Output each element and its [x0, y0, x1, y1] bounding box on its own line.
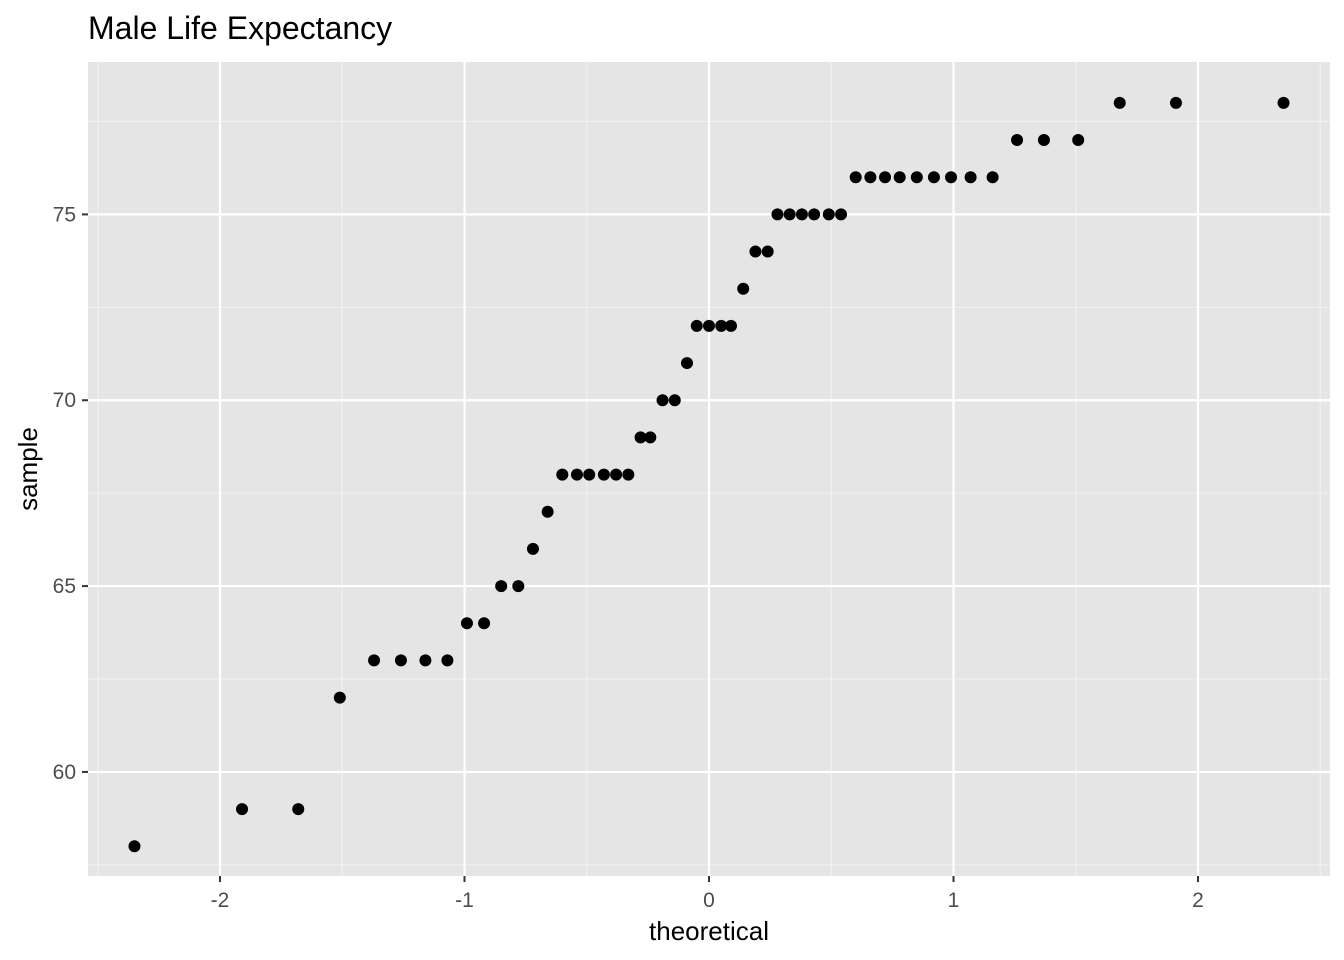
data-point	[622, 468, 635, 481]
y-axis-title: sample	[13, 427, 43, 511]
data-point	[292, 803, 305, 816]
data-point	[761, 245, 774, 258]
data-point	[808, 208, 821, 221]
y-axis-ticks	[82, 213, 88, 773]
data-point	[1113, 96, 1126, 109]
data-point	[737, 282, 750, 295]
data-point	[583, 468, 596, 481]
data-point	[419, 654, 432, 667]
data-point	[1072, 134, 1085, 147]
data-point	[668, 394, 681, 407]
data-point	[333, 691, 346, 704]
data-point	[236, 803, 249, 816]
x-axis-title: theoretical	[649, 916, 769, 946]
x-tick-label: -1	[455, 889, 474, 912]
data-point	[1037, 134, 1050, 147]
data-point	[927, 171, 940, 184]
data-point	[986, 171, 999, 184]
data-point	[893, 171, 906, 184]
data-point	[441, 654, 454, 667]
data-point	[910, 171, 923, 184]
data-point	[541, 505, 554, 518]
data-point	[394, 654, 407, 667]
data-point	[864, 171, 877, 184]
data-point	[849, 171, 862, 184]
data-point	[879, 171, 892, 184]
data-point	[703, 319, 715, 332]
data-point	[1277, 96, 1290, 109]
data-point	[368, 654, 381, 667]
data-point	[690, 319, 703, 332]
data-point	[460, 617, 473, 630]
x-axis-tick-labels: -2 -1 0 1 2	[211, 889, 1204, 912]
x-tick-label: 1	[948, 889, 960, 912]
major-grid	[88, 62, 1330, 876]
data-point	[634, 431, 647, 444]
y-axis-tick-labels: 60 65 70 75	[53, 203, 76, 784]
x-tick-label: -2	[211, 889, 230, 912]
data-point	[945, 171, 958, 184]
data-point	[556, 468, 569, 481]
data-point	[495, 580, 508, 593]
x-tick-label: 0	[703, 889, 715, 912]
data-point	[1011, 134, 1024, 147]
data-point	[680, 357, 693, 370]
data-point	[715, 319, 728, 332]
data-points	[128, 96, 1290, 853]
y-tick-label: 65	[53, 575, 76, 598]
data-point	[964, 171, 977, 184]
data-point	[570, 468, 583, 481]
x-axis-ticks	[219, 876, 1199, 882]
y-tick-label: 60	[53, 761, 76, 784]
data-point	[644, 431, 657, 444]
data-point	[749, 245, 762, 258]
data-point	[656, 394, 669, 407]
data-point	[526, 542, 539, 555]
data-point	[478, 617, 491, 630]
y-tick-label: 70	[53, 389, 76, 412]
data-point	[610, 468, 623, 481]
data-point	[783, 208, 796, 221]
y-tick-label: 75	[53, 203, 76, 226]
data-point	[512, 580, 525, 593]
data-point	[835, 208, 848, 221]
data-point	[1169, 96, 1182, 109]
data-point	[128, 840, 141, 853]
data-point	[597, 468, 610, 481]
data-point	[795, 208, 808, 221]
x-tick-label: 2	[1192, 889, 1204, 912]
data-point	[725, 319, 738, 332]
data-point	[771, 208, 784, 221]
data-point	[822, 208, 835, 221]
chart-title: Male Life Expectancy	[88, 10, 392, 46]
